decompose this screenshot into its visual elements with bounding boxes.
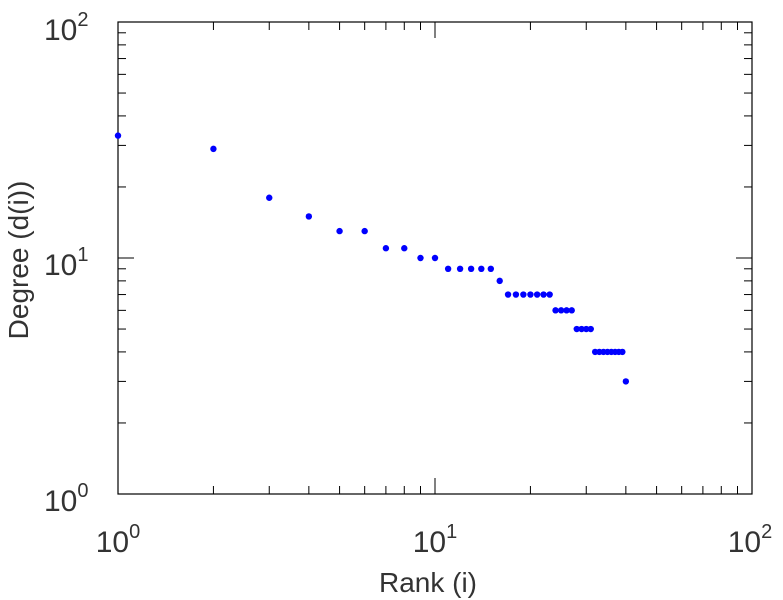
data-point [527,291,534,298]
data-point [533,291,541,298]
data-point [210,145,217,153]
data-point [487,265,495,272]
y-tick-label-0: 100 [44,480,89,518]
y-axis-label: Degree (d(i)) [3,181,34,340]
data-point [478,265,485,272]
data-point [401,245,408,252]
data-point [114,132,122,139]
data-point [587,325,594,333]
data-point [444,265,452,272]
x-tick-label-0: 100 [96,521,141,559]
data-point [361,227,368,235]
data-point [557,307,565,314]
y-tick-label-2: 102 [44,9,89,47]
data-point [431,254,439,262]
plot-frame [117,21,753,495]
data-point [266,194,273,201]
data-point [540,291,547,298]
data-point [578,325,585,333]
data-point [622,378,630,385]
x-axis-label: Rank (i) [379,567,477,598]
data-point [568,307,575,314]
x-tick-labels: 100 101 102 [96,521,773,559]
data-points [114,132,630,385]
data-point [512,291,520,298]
data-point [336,227,343,235]
data-point [417,254,424,262]
data-point [520,291,527,298]
data-point [583,325,590,333]
data-point [552,307,559,314]
data-point [382,245,390,252]
data-point [467,265,475,272]
x-tick-label-2: 102 [728,521,773,559]
x-tick-label-1: 101 [413,521,458,559]
y-tick-labels: 100 101 102 [44,9,89,518]
data-point [496,277,503,285]
data-point [546,291,553,298]
data-point [619,348,626,356]
y-tick-label-1: 101 [44,244,89,282]
data-point [504,291,512,298]
data-point [305,213,313,220]
data-point [456,265,464,272]
data-point [573,325,580,333]
minor-ticks [118,22,752,494]
data-point [563,307,570,314]
